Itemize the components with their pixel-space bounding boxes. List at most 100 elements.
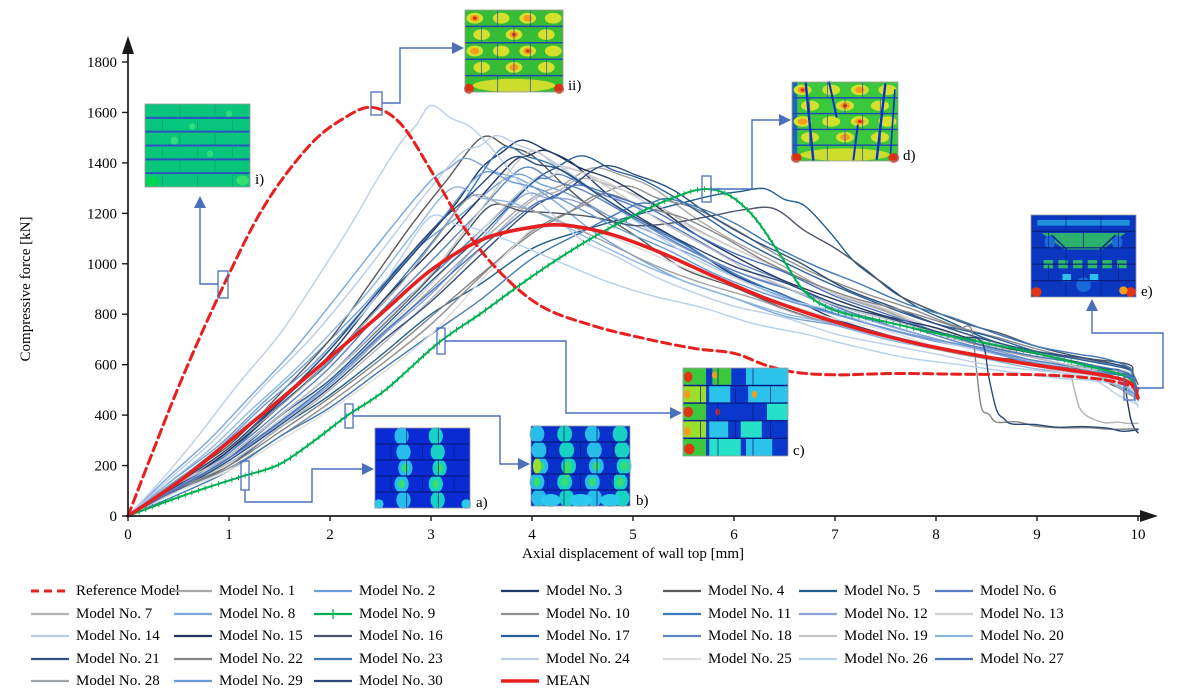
curve-model-no-30 <box>127 155 1139 517</box>
x-tick-label: 10 <box>1131 527 1146 543</box>
inset-contour-c: c) <box>682 367 805 459</box>
inset-layer: i) ii) a) b) c) d) e) <box>144 9 1153 511</box>
legend-swatch <box>31 612 69 615</box>
y-tick-label: 600 <box>95 358 118 374</box>
legend-label: Model No. 2 <box>359 583 436 599</box>
legend-label: Model No. 28 <box>76 673 160 689</box>
curve-model-no-3 <box>127 139 1139 517</box>
legend-item-model-no-1: Model No. 1 <box>173 582 295 600</box>
callout-line-c <box>445 340 670 414</box>
legend-label: Model No. 21 <box>76 650 160 667</box>
legend-item-model-no-2: Model No. 2 <box>313 582 435 600</box>
legend-item-model-no-15: Model No. 15 <box>173 627 303 645</box>
legend-swatch <box>501 679 539 683</box>
callout-marker-ii <box>370 91 383 116</box>
legend-label: Model No. 6 <box>980 583 1057 599</box>
callout-arrow-b <box>518 458 530 470</box>
callout-arrow-i <box>194 196 206 208</box>
legend-label: Model No. 27 <box>980 650 1064 667</box>
legend-label: Model No. 15 <box>219 628 303 644</box>
x-axis-arrow <box>1140 510 1158 522</box>
x-tick-label: 5 <box>629 527 637 543</box>
legend-swatch <box>501 589 539 593</box>
chart-canvas: 0 1 2 3 4 5 6 7 8 9 10 0 200 400 600 800 1000 1200 1400 160… <box>18 9 1164 562</box>
legend-item-reference-model: Reference Model <box>30 582 180 600</box>
legend-item-model-no-19: Model No. 19 <box>798 627 928 645</box>
legend-swatch <box>174 612 212 615</box>
legend-swatch <box>935 589 973 593</box>
legend-item-model-no-18: Model No. 18 <box>662 627 792 645</box>
legend-item-model-no-16: Model No. 16 <box>313 627 443 645</box>
y-axis-arrow <box>122 36 134 54</box>
legend-swatch <box>799 589 837 593</box>
legend-item-model-no-8: Model No. 8 <box>173 605 295 623</box>
legend-label: Model No. 8 <box>219 605 296 622</box>
curve-model-no-27 <box>127 184 1139 517</box>
legend-item-model-no-30: Model No. 30 <box>313 672 443 689</box>
legend-swatch <box>314 634 352 638</box>
legend-item-model-no-27: Model No. 27 <box>934 650 1064 668</box>
legend-label: Model No. 9 <box>359 605 436 622</box>
legend-label: Model No. 18 <box>708 628 792 644</box>
inset-label-i: i) <box>255 172 264 188</box>
legend-item-model-no-22: Model No. 22 <box>173 650 303 668</box>
legend-label: Model No. 1 <box>219 583 296 599</box>
y-tick-label: 1600 <box>87 105 117 121</box>
x-tick-label: 8 <box>932 527 940 543</box>
callout-marker-c <box>436 327 446 355</box>
x-tick-label: 3 <box>427 527 435 543</box>
axes-layer: 0 1 2 3 4 5 6 7 8 9 10 0 200 400 600 800 1000 1200 1400 160… <box>87 36 1158 543</box>
callout-marker-e <box>1123 376 1136 401</box>
y-tick-label: 1800 <box>87 55 117 71</box>
legend-label: Model No. 11 <box>708 605 792 622</box>
callout-line-i <box>199 208 218 285</box>
legend-swatch <box>935 634 973 638</box>
callout-marker-b <box>344 403 354 429</box>
legend-label: Model No. 10 <box>546 605 630 622</box>
legend-swatch <box>799 657 837 660</box>
inset-label-ii: ii) <box>568 78 581 94</box>
legend-label: Model No. 30 <box>359 673 443 689</box>
x-tick-label: 0 <box>124 527 132 543</box>
legend-swatch <box>314 589 352 593</box>
legend-label: MEAN <box>546 673 591 689</box>
x-tick-label: 9 <box>1033 527 1041 543</box>
curve-model-no-18 <box>127 166 1139 517</box>
x-tick-label: 2 <box>326 527 334 543</box>
inset-contour-i: i) <box>144 103 264 188</box>
inset-label-d: d) <box>903 148 916 164</box>
legend-item-model-no-11: Model No. 11 <box>662 605 791 623</box>
legend-swatch <box>663 589 701 593</box>
curve-reference-model <box>126 105 1140 518</box>
inset-contour-d: d) <box>790 81 916 164</box>
y-axis-title: Compressive force [kN] <box>18 217 34 362</box>
curve-model-no-17 <box>127 155 1139 517</box>
curve-model-no-4 <box>127 135 1139 517</box>
legend-item-model-no-7: Model No. 7 <box>30 605 152 623</box>
callout-line-b <box>353 415 518 465</box>
callout-line-a <box>244 468 362 503</box>
y-tick-label: 1000 <box>87 257 117 273</box>
legend-swatch <box>314 657 352 660</box>
legend-swatch <box>31 679 69 683</box>
callout-marker-a <box>240 460 250 491</box>
legend-item-model-no-28: Model No. 28 <box>30 672 160 689</box>
curve-model-no-11 <box>127 145 1139 517</box>
legend-item-model-no-10: Model No. 10 <box>500 605 630 623</box>
legend-item-model-no-20: Model No. 20 <box>934 627 1064 645</box>
legend-swatch <box>501 657 539 660</box>
x-tick-label: 1 <box>225 527 233 543</box>
callout-arrow-d <box>779 114 791 126</box>
legend-swatch <box>935 657 973 660</box>
curve-model-no-14 <box>127 134 1139 517</box>
x-tick-label: 6 <box>730 527 738 543</box>
y-tick-label: 200 <box>95 459 118 475</box>
legend-item-model-no-17: Model No. 17 <box>500 627 630 645</box>
legend-swatch <box>935 612 973 615</box>
legend-swatch <box>174 634 212 638</box>
curve-model-no-9 <box>127 188 1139 517</box>
legend-label: Model No. 5 <box>844 583 921 599</box>
y-tick-label: 0 <box>110 509 118 525</box>
curve-model-no-19 <box>127 150 1139 517</box>
legend-item-model-no-4: Model No. 4 <box>662 582 784 600</box>
